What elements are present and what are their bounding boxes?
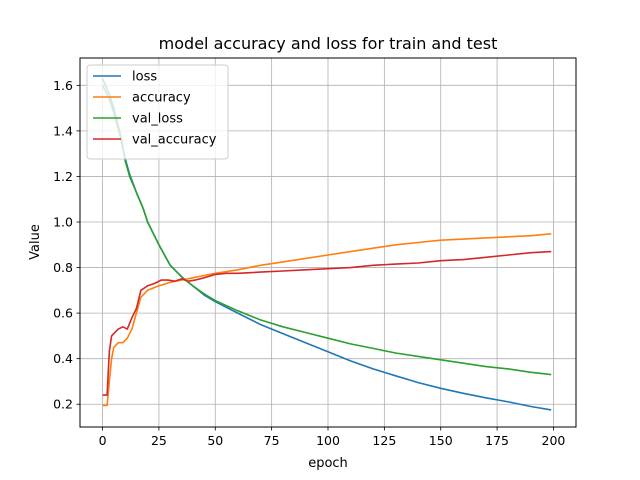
- legend-label: val_accuracy: [132, 133, 217, 148]
- legend-label: accuracy: [132, 91, 191, 106]
- x-tick-label: 0: [99, 433, 107, 448]
- x-axis-ticks: 0 25 50 75 100 125 150 175 200: [99, 427, 566, 448]
- series-lines: [101, 78, 552, 411]
- legend: loss accuracy val_loss val_accuracy: [86, 64, 229, 160]
- legend-box: [86, 64, 229, 160]
- y-tick-label: 0.6: [53, 306, 73, 321]
- x-tick-label: 50: [207, 433, 223, 448]
- x-axis-label: epoch: [308, 456, 348, 471]
- x-tick-label: 175: [485, 433, 509, 448]
- series-line-val-loss: [101, 84, 552, 376]
- y-axis-ticks: 0.2 0.4 0.6 0.8 1.0 1.2 1.4 1.6: [53, 78, 80, 412]
- x-tick-label: 100: [316, 433, 340, 448]
- series-line-val-accuracy: [102, 250, 552, 396]
- x-tick-label: 125: [372, 433, 396, 448]
- y-tick-label: 1.4: [53, 123, 73, 138]
- legend-label: loss: [132, 70, 157, 85]
- y-tick-label: 1.6: [53, 78, 73, 93]
- x-tick-label: 75: [264, 433, 280, 448]
- y-tick-label: 1.2: [53, 169, 73, 184]
- x-tick-label: 200: [542, 433, 566, 448]
- series-line-accuracy: [102, 233, 552, 407]
- y-tick-label: 1.0: [53, 215, 73, 230]
- y-tick-label: 0.4: [53, 351, 73, 366]
- y-tick-label: 0.8: [53, 260, 73, 275]
- x-tick-label: 25: [151, 433, 167, 448]
- legend-label: val_loss: [132, 112, 183, 127]
- x-tick-label: 150: [429, 433, 453, 448]
- y-tick-label: 0.2: [53, 397, 73, 412]
- y-axis-label: Value: [28, 224, 43, 260]
- chart-title: model accuracy and loss for train and te…: [159, 34, 498, 53]
